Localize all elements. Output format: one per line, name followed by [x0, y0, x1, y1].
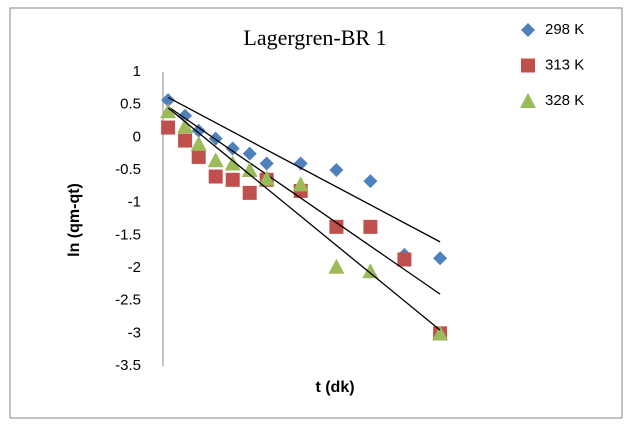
- data-point: [362, 263, 379, 279]
- data-point: [329, 219, 344, 234]
- legend-label: 313 K: [545, 56, 584, 73]
- data-point: [225, 141, 240, 156]
- data-point: [259, 156, 274, 171]
- data-point: [433, 251, 448, 266]
- y-tick-label: 1: [133, 63, 141, 80]
- y-axis-label: ln (qm-qt): [66, 183, 83, 257]
- data-point: [178, 133, 193, 148]
- data-point: [177, 118, 194, 134]
- legend-label: 298 K: [545, 21, 584, 38]
- data-point: [432, 325, 449, 341]
- data-point: [292, 176, 309, 192]
- legend-label: 328 K: [545, 92, 584, 109]
- y-tick-label: -2: [128, 259, 141, 276]
- data-point: [191, 149, 206, 164]
- legend-marker: [521, 23, 535, 37]
- y-tick-label: -1: [128, 194, 141, 211]
- data-point: [190, 135, 207, 151]
- trendline: [167, 107, 441, 331]
- data-point: [329, 163, 344, 177]
- data-point: [241, 162, 258, 177]
- data-point: [224, 155, 241, 171]
- x-axis-label: t (dk): [315, 379, 354, 396]
- data-point: [242, 146, 257, 161]
- chart-border: [9, 7, 623, 419]
- y-tick-label: -3.5: [115, 357, 141, 374]
- data-point: [328, 258, 345, 274]
- trendline: [167, 106, 441, 295]
- legend-marker: [520, 93, 536, 108]
- data-point: [208, 169, 223, 184]
- chart-title: Lagergren-BR 1: [243, 25, 386, 50]
- data-point: [363, 174, 378, 189]
- y-tick-label: -0.5: [115, 161, 141, 178]
- data-point: [191, 123, 206, 138]
- y-tick-label: -3: [128, 324, 141, 341]
- y-tick-label: -1.5: [115, 226, 141, 243]
- data-point: [258, 170, 275, 186]
- y-tick-label: 0: [133, 128, 141, 145]
- data-point: [242, 185, 257, 200]
- data-point: [397, 252, 412, 267]
- trendline: [167, 96, 441, 243]
- data-point: [225, 172, 240, 187]
- data-point: [293, 156, 308, 171]
- data-point: [363, 219, 378, 234]
- data-point: [160, 103, 177, 119]
- data-point: [161, 120, 176, 135]
- data-point: [161, 93, 176, 108]
- y-tick-label: -2.5: [115, 292, 141, 309]
- legend-marker: [521, 58, 535, 73]
- data-point: [207, 152, 224, 168]
- y-tick-label: 0.5: [120, 96, 141, 113]
